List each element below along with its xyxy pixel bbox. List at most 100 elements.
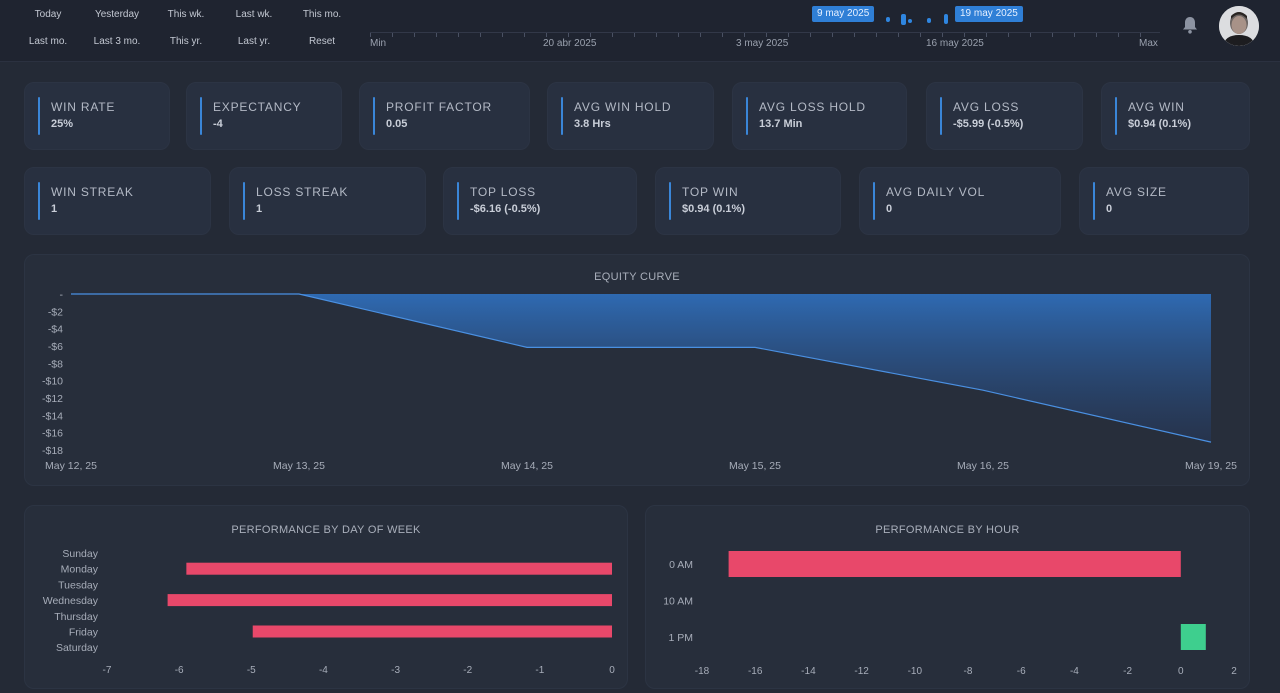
range-button-last-3-mo[interactable]: Last 3 mo. — [93, 36, 141, 47]
timeline-tick — [612, 33, 613, 37]
x-tick-label: May 16, 25 — [957, 460, 1009, 472]
y-tick-label: -$2 — [48, 306, 63, 318]
x-tick-label: -4 — [1070, 666, 1079, 677]
bar-monday[interactable] — [186, 562, 612, 575]
timeline-tick — [414, 33, 415, 37]
slider-track[interactable] — [370, 32, 1160, 33]
avatar-image — [1219, 6, 1259, 46]
bar-hour-0-am[interactable] — [728, 551, 1181, 577]
day-of-week-panel: PERFORMANCE BY DAY OF WEEK Sunday Monday T… — [24, 505, 628, 689]
stat-value: 0 — [886, 203, 893, 215]
x-tick-label: 0 — [1178, 666, 1184, 677]
x-tick-label: -2 — [463, 665, 472, 676]
timeline-tick — [1052, 33, 1053, 37]
range-button-this-wk[interactable]: This wk. — [167, 9, 205, 20]
timeline-tick — [1008, 33, 1009, 37]
x-tick-label: -10 — [908, 666, 923, 677]
timeline-tick — [700, 33, 701, 37]
x-tick-label: -1 — [535, 665, 544, 676]
bar-wednesday[interactable] — [167, 594, 612, 607]
y-tick-label: -$10 — [42, 376, 63, 388]
stat-label: WIN RATE — [51, 100, 116, 114]
x-tick-label: -3 — [391, 665, 400, 676]
range-button-last-yr[interactable]: Last yr. — [237, 36, 271, 47]
x-tick-label: -18 — [695, 666, 710, 677]
timeline-tick — [1074, 33, 1075, 37]
x-tick-label: 2 — [1231, 666, 1237, 677]
stat-label: AVG LOSS — [953, 100, 1020, 114]
stat-value: -$5.99 (-0.5%) — [953, 118, 1024, 130]
stat-label: AVG WIN — [1128, 100, 1185, 114]
timeline-tick — [502, 33, 503, 37]
stat-card-avg-loss: AVG LOSS -$5.99 (-0.5%) — [926, 82, 1083, 150]
y-tick-label: -$6 — [48, 341, 63, 353]
y-tick-label: -$12 — [42, 393, 63, 405]
x-tick-label: May 15, 25 — [729, 460, 781, 472]
timeline-tick — [722, 33, 723, 37]
stat-accent-bar — [38, 97, 40, 135]
stat-card-top-loss: TOP LOSS -$6.16 (-0.5%) — [443, 167, 637, 235]
stat-card-win-streak: WIN STREAK 1 — [24, 167, 211, 235]
end-date-handle[interactable]: 19 may 2025 — [955, 6, 1023, 22]
y-tick-label: -$14 — [42, 410, 63, 422]
bell-icon[interactable] — [1181, 15, 1199, 35]
y-tick-label: -$8 — [48, 358, 63, 370]
stat-card-profit-factor: PROFIT FACTOR 0.05 — [359, 82, 530, 150]
date-range-slider[interactable]: 9 may 2025 19 may 2025 Min 20 abr 2025 3 m… — [370, 0, 1160, 62]
day-of-week-chart: Sunday Monday Tuesday Wednesday Thursday Frid… — [43, 548, 615, 676]
stat-value: 3.8 Hrs — [574, 118, 611, 130]
stat-accent-bar — [669, 182, 671, 220]
stat-card-avg-size: AVG SIZE 0 — [1079, 167, 1249, 235]
timeline-tick — [546, 33, 547, 37]
timeline-tick — [986, 33, 987, 37]
stat-accent-bar — [38, 182, 40, 220]
x-tick-label: -2 — [1123, 666, 1132, 677]
equity-curve-chart: - -$2 -$4 -$6 -$8 -$10 -$12 -$14 -$16 -$18 May 12,… — [42, 289, 1237, 472]
timeline-tick — [766, 33, 767, 37]
timeline-label: 3 may 2025 — [736, 38, 789, 49]
timeline-tick — [436, 33, 437, 37]
stat-value: 0.05 — [386, 118, 408, 130]
range-button-this-mo[interactable]: This mo. — [302, 9, 342, 20]
range-button-today[interactable]: Today — [34, 9, 62, 20]
stat-label: AVG SIZE — [1106, 185, 1167, 199]
user-avatar[interactable] — [1219, 6, 1259, 46]
slider-marker — [901, 14, 906, 25]
stat-label: TOP WIN — [682, 185, 739, 199]
range-button-reset[interactable]: Reset — [308, 36, 336, 47]
hour-panel: PERFORMANCE BY HOUR 0 AM 10 AM 1 PM -18 -16 -… — [645, 505, 1250, 689]
hour-chart: 0 AM 10 AM 1 PM -18 -16 -14 -12 -10 -8 -6 -4 -2 0 2 — [663, 551, 1237, 677]
timeline-tick — [898, 33, 899, 37]
start-date-handle[interactable]: 9 may 2025 — [812, 6, 875, 22]
y-tick-label: - — [60, 289, 64, 301]
stat-accent-bar — [746, 97, 748, 135]
x-tick-label: -8 — [964, 666, 973, 677]
stat-accent-bar — [1115, 97, 1117, 135]
stat-card-top-win: TOP WIN $0.94 (0.1%) — [655, 167, 841, 235]
timeline-tick — [1118, 33, 1119, 37]
timeline-tick — [1030, 33, 1031, 37]
timeline-tick — [370, 33, 371, 37]
bar-friday[interactable] — [252, 625, 612, 638]
timeline-label: Min — [370, 38, 387, 49]
range-button-yesterday[interactable]: Yesterday — [94, 9, 140, 20]
stat-card-avg-daily-vol: AVG DAILY VOL 0 — [859, 167, 1061, 235]
range-button-last-mo[interactable]: Last mo. — [28, 36, 68, 47]
stat-value: 1 — [51, 203, 58, 215]
timeline-tick — [788, 33, 789, 37]
timeline-tick — [1096, 33, 1097, 37]
stat-card-expectancy: EXPECTANCY -4 — [186, 82, 342, 150]
range-button-last-wk[interactable]: Last wk. — [235, 9, 273, 20]
x-tick-label: May 14, 25 — [501, 460, 553, 472]
range-button-this-yr[interactable]: This yr. — [169, 36, 203, 47]
stat-accent-bar — [243, 182, 245, 220]
bar-hour-1-pm[interactable] — [1180, 624, 1206, 650]
stat-accent-bar — [373, 97, 375, 135]
category-label: 10 AM — [663, 596, 693, 608]
stat-value: 25% — [51, 118, 74, 130]
stat-label: AVG DAILY VOL — [886, 185, 986, 199]
x-tick-label: -12 — [854, 666, 869, 677]
x-tick-label: -16 — [748, 666, 763, 677]
x-tick-label: 0 — [609, 665, 615, 676]
stat-accent-bar — [1093, 182, 1095, 220]
